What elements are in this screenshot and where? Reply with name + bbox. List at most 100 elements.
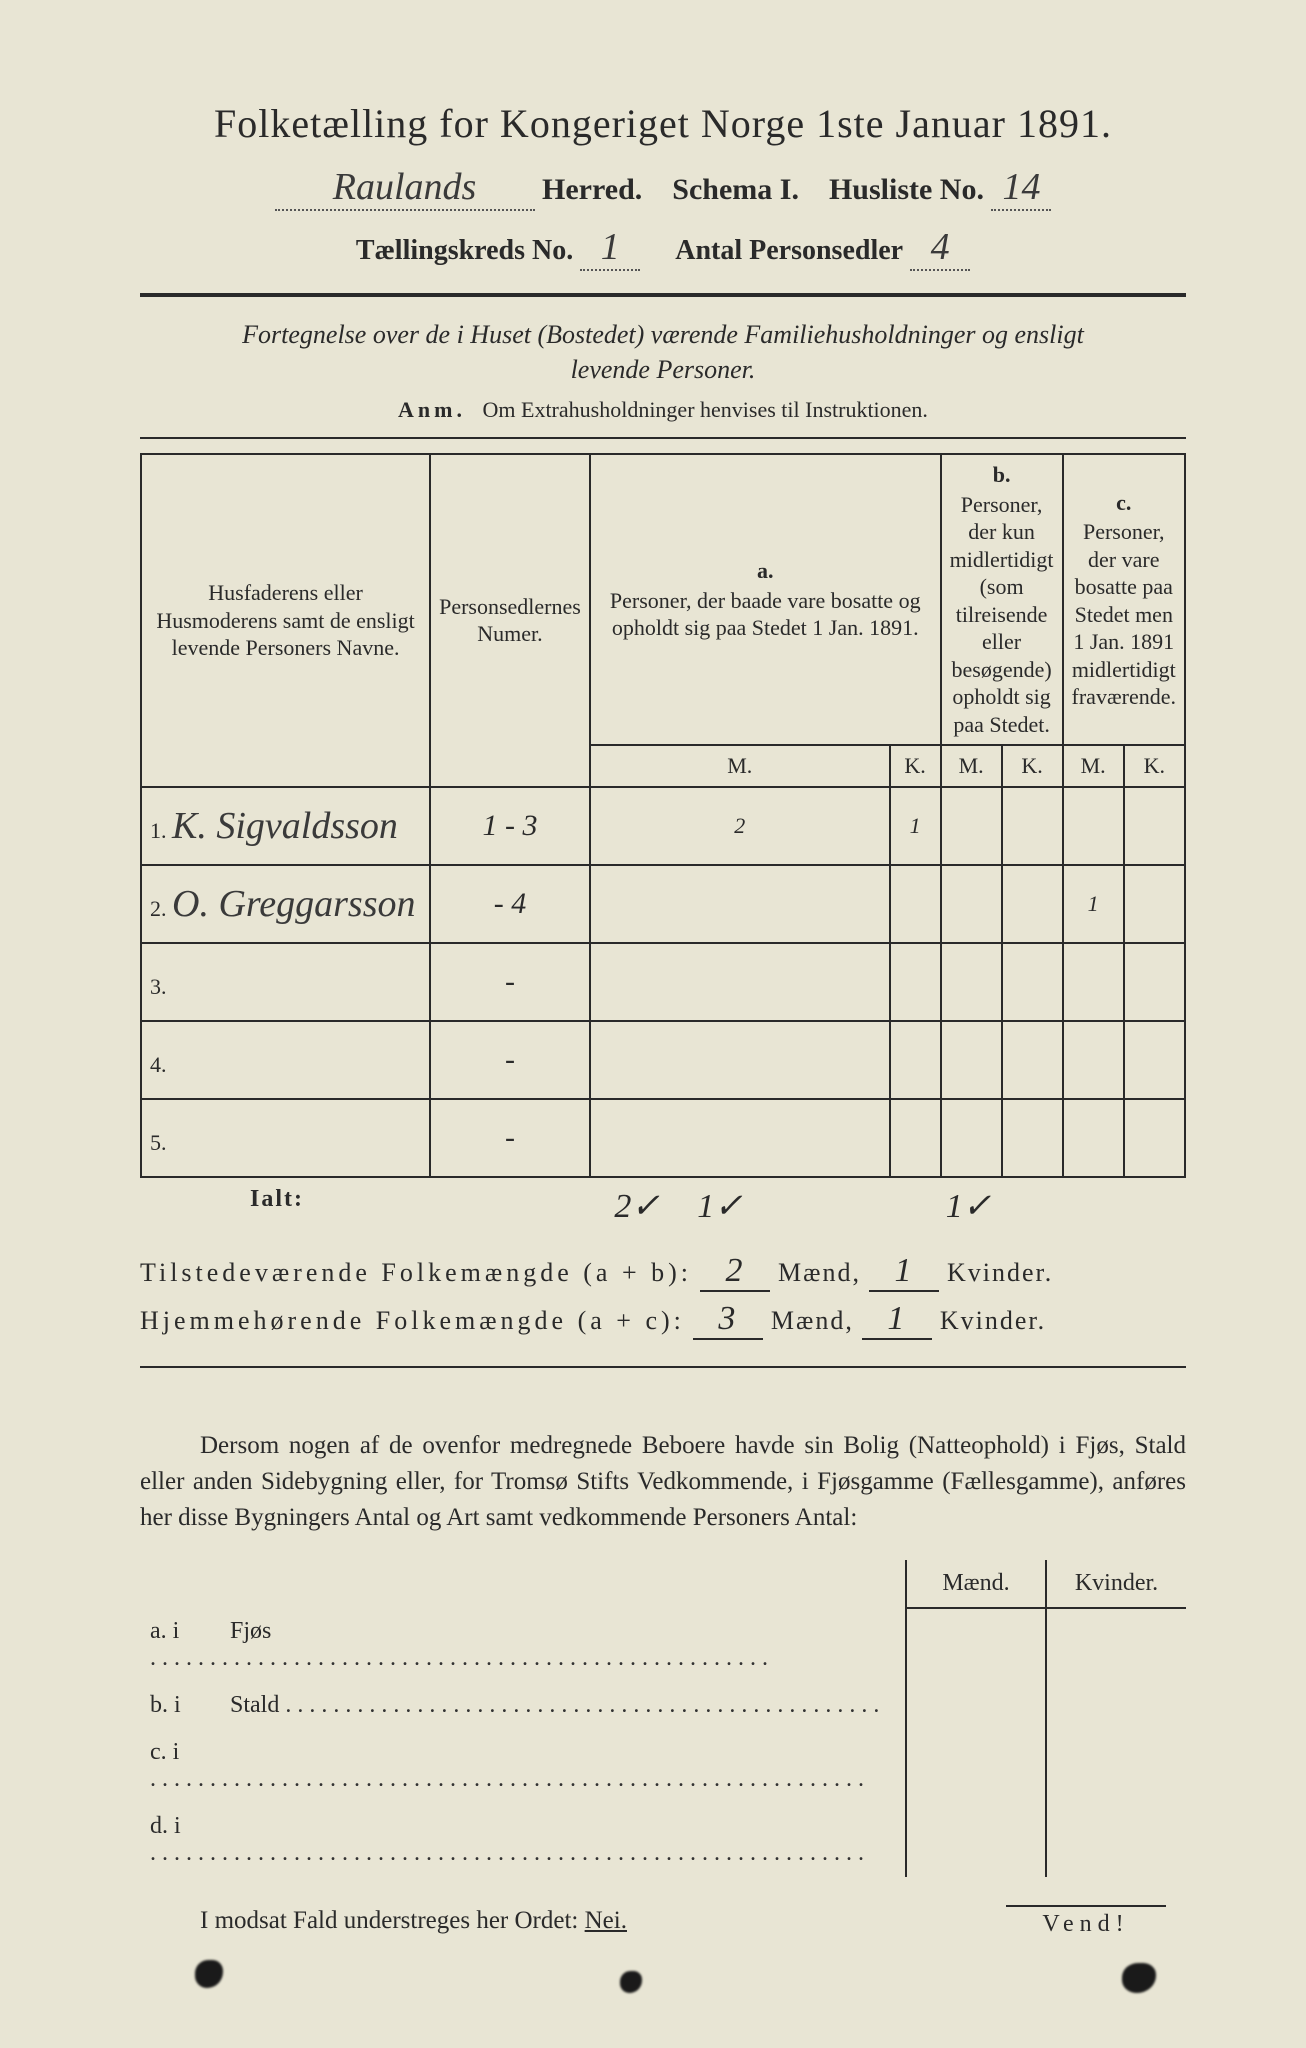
kvinder-label: Kvinder. bbox=[947, 1258, 1053, 1288]
row-c-m bbox=[1063, 1021, 1124, 1099]
row-a-m bbox=[590, 943, 890, 1021]
col-header-names: Husfaderens eller Husmoderens samt de en… bbox=[141, 454, 430, 787]
divider bbox=[140, 293, 1186, 297]
summary-line-2: Hjemmehørende Folkemængde (a + c): 3 Mæn… bbox=[140, 1300, 1186, 1340]
col-b-label: b. bbox=[950, 461, 1054, 491]
schema-label: Schema I. bbox=[672, 173, 799, 206]
sub-row-k bbox=[1046, 1608, 1186, 1682]
row-name: 2. O. Greggarsson bbox=[141, 865, 430, 943]
col-header-b: b. Personer, der kun midlertidigt (som t… bbox=[941, 454, 1063, 745]
intro-text: Fortegnelse over de i Huset (Bostedet) v… bbox=[140, 317, 1186, 387]
sub-row: b. iStald ..............................… bbox=[140, 1682, 1186, 1729]
sub-row-label: d. i ...................................… bbox=[140, 1803, 906, 1877]
row-numer: - bbox=[430, 1099, 590, 1177]
row-b-m bbox=[941, 865, 1002, 943]
page-title: Folketælling for Kongeriget Norge 1ste J… bbox=[140, 100, 1186, 147]
header-line-3: Tællingskreds No. 1 Antal Personsedler 4 bbox=[140, 225, 1186, 271]
herred-handwritten: Raulands bbox=[275, 165, 535, 211]
row-a-m bbox=[590, 1099, 890, 1177]
col-c-k: K. bbox=[1124, 745, 1185, 787]
col-b-text: Personer, der kun midlertidigt (som tilr… bbox=[950, 491, 1054, 739]
maend-label: Mænd, bbox=[771, 1306, 854, 1336]
sub-row-m bbox=[906, 1729, 1046, 1803]
maend-label: Mænd, bbox=[778, 1258, 861, 1288]
row-numer: - 4 bbox=[430, 865, 590, 943]
col-a-text: Personer, der baade vare bosatte og opho… bbox=[599, 587, 932, 642]
col-b-k: K. bbox=[1002, 745, 1063, 787]
row-c-k bbox=[1124, 787, 1185, 865]
intro-line1: Fortegnelse over de i Huset (Bostedet) v… bbox=[242, 320, 1084, 349]
row-name: 1. K. Sigvaldsson bbox=[141, 787, 430, 865]
sub-row-k bbox=[1046, 1682, 1186, 1729]
ialt-label: Ialt: bbox=[140, 1186, 496, 1226]
herred-label: Herred. bbox=[542, 173, 642, 206]
row-c-k bbox=[1124, 865, 1185, 943]
row-a-k bbox=[890, 1099, 941, 1177]
row-name: 5. bbox=[141, 1099, 430, 1177]
sub-row-label: a. iFjøs ...............................… bbox=[140, 1608, 906, 1682]
para-text: Dersom nogen af de ovenfor medregnede Be… bbox=[140, 1432, 1186, 1532]
col-header-a: a. Personer, der baade vare bosatte og o… bbox=[590, 454, 941, 745]
antal-no: 4 bbox=[910, 225, 970, 271]
sub-row-label: c. i ...................................… bbox=[140, 1729, 906, 1803]
col-c-m: M. bbox=[1063, 745, 1124, 787]
col-b-m: M. bbox=[941, 745, 1002, 787]
sub-maend: Mænd. bbox=[906, 1560, 1046, 1608]
col-c-label: c. bbox=[1072, 489, 1176, 519]
row-name: 4. bbox=[141, 1021, 430, 1099]
col-a-m: M. bbox=[590, 745, 890, 787]
anm-line: Anm. Om Extrahusholdninger henvises til … bbox=[140, 397, 1186, 423]
summary1-label: Tilstedeværende Folkemængde (a + b): bbox=[140, 1258, 692, 1288]
row-a-k bbox=[890, 943, 941, 1021]
row-c-k bbox=[1124, 943, 1185, 1021]
row-numer: - bbox=[430, 943, 590, 1021]
ialt-c-m: 1✓ bbox=[927, 1186, 1010, 1226]
row-numer: - bbox=[430, 1021, 590, 1099]
anm-text: Om Extrahusholdninger henvises til Instr… bbox=[483, 397, 928, 422]
table-row: 1. K. Sigvaldsson1 - 321 bbox=[141, 787, 1185, 865]
row-c-k bbox=[1124, 1021, 1185, 1099]
header-line-2: Raulands Herred. Schema I. Husliste No. … bbox=[140, 165, 1186, 211]
row-b-m bbox=[941, 943, 1002, 1021]
row-a-k: 1 bbox=[890, 787, 941, 865]
ialt-b-m bbox=[761, 1186, 844, 1226]
table-row: 4. - bbox=[141, 1021, 1185, 1099]
col-c-text: Personer, der vare bosatte paa Stedet me… bbox=[1072, 518, 1176, 711]
sub-row-m bbox=[906, 1803, 1046, 1877]
row-a-k bbox=[890, 1021, 941, 1099]
kreds-no: 1 bbox=[580, 225, 640, 271]
main-table: Husfaderens eller Husmoderens samt de en… bbox=[140, 453, 1186, 1178]
col-a-label: a. bbox=[599, 557, 932, 587]
sub-table: Mænd. Kvinder. a. iFjøs ................… bbox=[140, 1560, 1186, 1877]
sub-row-m bbox=[906, 1682, 1046, 1729]
summary2-m: 3 bbox=[693, 1300, 763, 1340]
husliste-label: Husliste No. bbox=[829, 173, 984, 206]
antal-label: Antal Personsedler bbox=[675, 235, 903, 266]
row-b-k bbox=[1002, 943, 1063, 1021]
sub-row-m bbox=[906, 1608, 1046, 1682]
row-b-m bbox=[941, 787, 1002, 865]
row-b-k bbox=[1002, 787, 1063, 865]
row-b-m bbox=[941, 1099, 1002, 1177]
row-a-k bbox=[890, 865, 941, 943]
row-c-m bbox=[1063, 943, 1124, 1021]
divider bbox=[140, 1366, 1186, 1368]
summary2-label: Hjemmehørende Folkemængde (a + c): bbox=[140, 1306, 685, 1336]
col-a-k: K. bbox=[890, 745, 941, 787]
row-c-m bbox=[1063, 1099, 1124, 1177]
row-c-k bbox=[1124, 1099, 1185, 1177]
sub-row-label: b. iStald ..............................… bbox=[140, 1682, 906, 1729]
vend-label: Vend! bbox=[1006, 1905, 1166, 1938]
anm-label: Anm. bbox=[398, 397, 466, 422]
table-row: 5. - bbox=[141, 1099, 1185, 1177]
row-b-k bbox=[1002, 1021, 1063, 1099]
sub-row: d. i ...................................… bbox=[140, 1803, 1186, 1877]
summary1-k: 1 bbox=[869, 1252, 939, 1292]
sub-kvinder: Kvinder. bbox=[1046, 1560, 1186, 1608]
row-c-m bbox=[1063, 787, 1124, 865]
ialt-a-m: 2✓ bbox=[596, 1186, 679, 1226]
sub-row-k bbox=[1046, 1729, 1186, 1803]
row-b-k bbox=[1002, 1099, 1063, 1177]
husliste-no: 14 bbox=[991, 165, 1051, 211]
kvinder-label: Kvinder. bbox=[940, 1306, 1046, 1336]
